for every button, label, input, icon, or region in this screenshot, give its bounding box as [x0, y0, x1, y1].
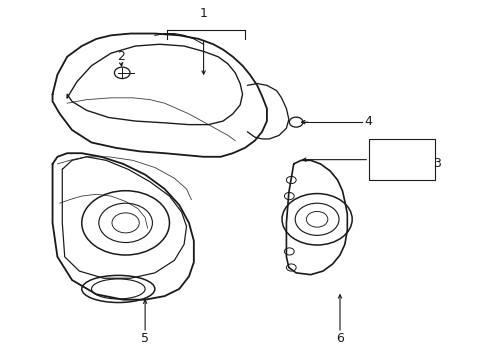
Text: 6: 6 [336, 333, 344, 346]
Text: 2: 2 [117, 50, 124, 63]
Text: 3: 3 [434, 157, 441, 170]
Text: 1: 1 [199, 7, 208, 20]
Text: 4: 4 [365, 114, 372, 127]
Text: 5: 5 [141, 333, 149, 346]
